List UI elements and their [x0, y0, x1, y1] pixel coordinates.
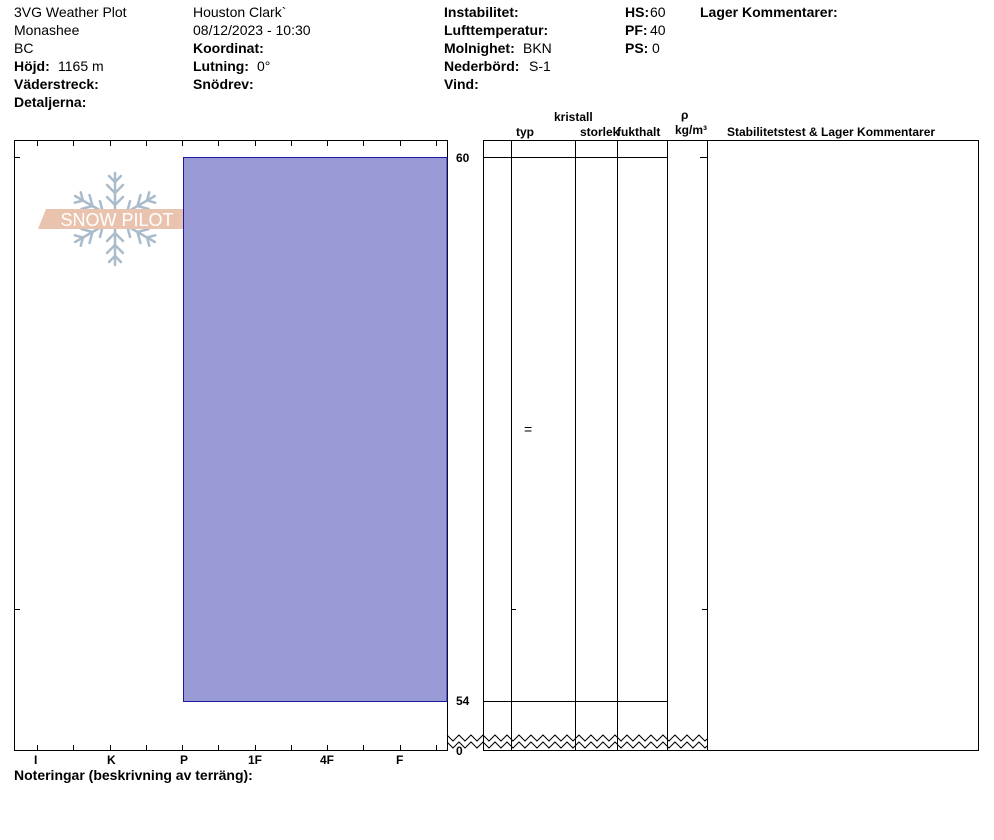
logo-text: SNOW PILOT [60, 210, 173, 230]
slope-value: 0° [257, 58, 271, 74]
hardness-layer-bar [183, 157, 448, 702]
moisture-header: fukthalt [617, 125, 661, 139]
drift-label: Snödrev: [193, 76, 254, 92]
pf-value: 40 [650, 22, 666, 38]
depth-label-layer-bottom: 54 [456, 694, 470, 708]
type-header: typ [516, 125, 534, 139]
stability-comments-header: Stabilitetstest & Lager Kommentarer [727, 125, 936, 139]
region: BC [14, 40, 34, 56]
wind-label: Vind: [444, 76, 479, 92]
depth-label-ground: 0 [456, 744, 463, 758]
snowpilot-logo: SNOW PILOT [38, 171, 194, 267]
ps-value: 0 [652, 40, 660, 56]
sky-label: Molnighet: [444, 40, 515, 56]
observer-name: Houston Clark` [193, 4, 287, 20]
rho-header: ρ [681, 108, 689, 122]
elevation-value: 1165 m [58, 58, 104, 74]
size-header: storlek [580, 125, 620, 139]
hs-label: HS: [625, 4, 650, 20]
ps-label: PS: [625, 40, 649, 56]
coordinate-label: Koordinat: [193, 40, 264, 56]
depth-label-top: 60 [456, 151, 470, 165]
layer-table-frame [483, 140, 979, 751]
mountain-range: Monashee [14, 22, 80, 38]
aspect-label: Väderstreck: [14, 76, 99, 92]
precip-label: Nederbörd: [444, 58, 520, 74]
hardness-axis-label: 1F [248, 753, 263, 767]
pf-label: PF: [625, 22, 648, 38]
air-temp-label: Lufttemperatur: [444, 22, 549, 38]
station-name: 3VG Weather Plot [14, 4, 127, 20]
logo-banner [38, 209, 194, 229]
hs-value: 60 [650, 4, 666, 20]
stability-label: Instabilitet: [444, 4, 519, 20]
sky-value: BKN [523, 40, 552, 56]
hardness-axis-label: P [180, 753, 189, 767]
depth-break-zigzag-lower [446, 741, 708, 749]
depth-break-zigzag-upper [446, 734, 708, 742]
layer-comments-label: Lager Kommentarer: [700, 4, 838, 20]
hardness-axis-label: 4F [320, 753, 335, 767]
hardness-axis-label: F [396, 753, 404, 767]
elevation-label: Höjd: [14, 58, 50, 74]
crystal-header: kristall [554, 110, 593, 124]
details-label: Detaljerna: [14, 94, 87, 110]
density-unit-header: kg/m³ [675, 123, 708, 137]
hardness-axis-label: I [34, 753, 38, 767]
precip-value: S-1 [529, 58, 551, 74]
observation-datetime: 08/12/2023 - 10:30 [193, 22, 311, 38]
hardness-axis-label: K [107, 753, 116, 767]
terrain-notes-label: Noteringar (beskrivning av terräng): [14, 767, 253, 783]
slope-label: Lutning: [193, 58, 249, 74]
grain-type-symbol: = [524, 421, 533, 437]
layer-table [483, 140, 979, 751]
